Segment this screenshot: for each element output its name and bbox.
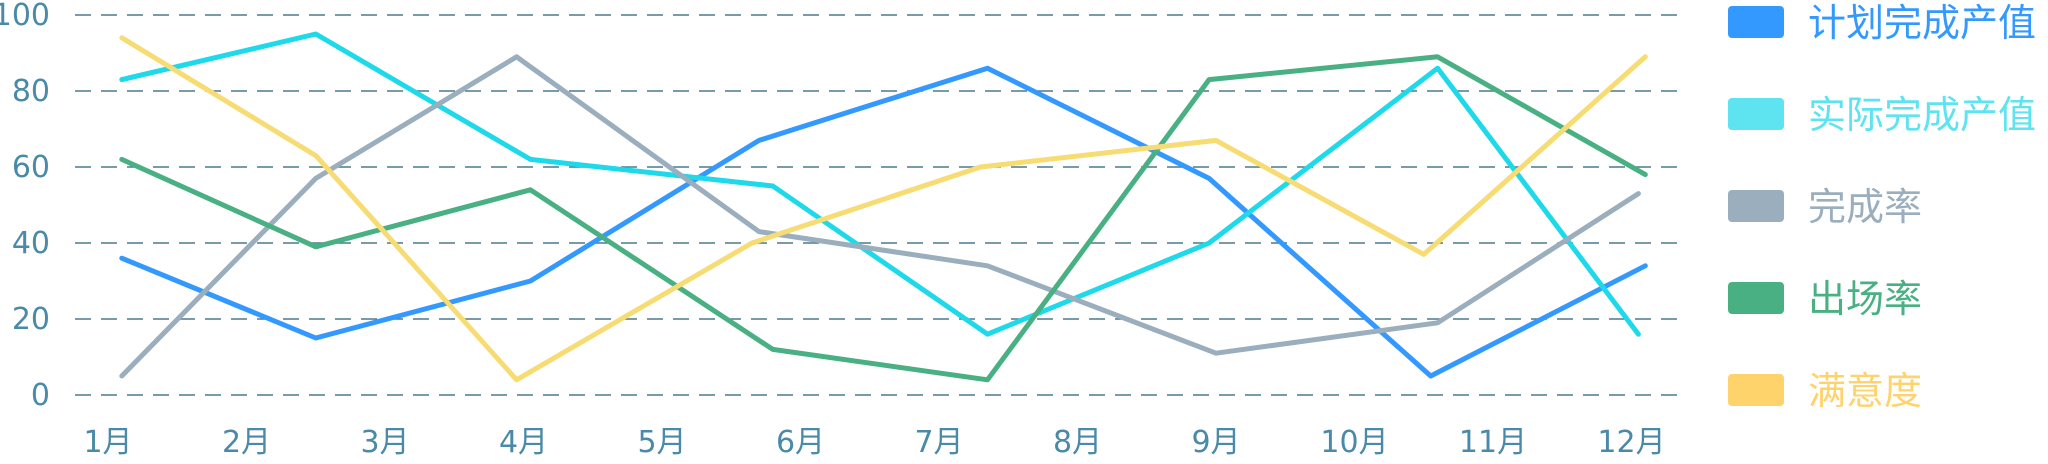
x-tick-label: 12月 [1597, 425, 1665, 460]
legend-swatch [1728, 6, 1784, 38]
series-line-1 [119, 65, 1648, 379]
legend-label: 计划完成产值 [1808, 1, 2036, 45]
series-line-2 [119, 31, 1641, 337]
legend-label: 完成率 [1808, 185, 1922, 229]
series-line-3 [119, 54, 1641, 379]
legend-swatch [1728, 190, 1784, 222]
x-axis-ticks: 1月 2月 3月 4月 5月 6月 7月 8月 9月 10月 11月 12月 [83, 425, 1665, 460]
y-tick-label: 60 [12, 150, 50, 185]
legend-item[interactable]: 实际完成产值 [1728, 93, 2036, 137]
y-tick-label: 20 [12, 302, 50, 337]
legend-label: 满意度 [1808, 369, 1922, 413]
x-tick-label: 5月 [637, 425, 686, 460]
legend-label: 出场率 [1808, 277, 1922, 321]
x-tick-label: 7月 [914, 425, 963, 460]
x-tick-label: 2月 [222, 425, 271, 460]
series-line-4 [119, 54, 1648, 383]
legend-swatch [1728, 98, 1784, 130]
legend-swatch [1728, 282, 1784, 314]
y-axis-ticks: 0 20 40 60 80 100 [0, 0, 50, 413]
y-tick-label: 80 [12, 74, 50, 109]
x-tick-label: 9月 [1191, 425, 1240, 460]
grid [75, 14, 1685, 396]
y-tick-label: 100 [0, 0, 50, 33]
series-lines [119, 31, 1648, 383]
legend-swatch [1728, 374, 1784, 406]
y-tick-label: 40 [12, 226, 50, 261]
x-tick-label: 10月 [1320, 425, 1388, 460]
series-line-5 [119, 35, 1648, 383]
x-tick-label: 3月 [360, 425, 409, 460]
legend-label: 实际完成产值 [1808, 93, 2036, 137]
x-tick-label: 4月 [499, 425, 548, 460]
legend-item[interactable]: 满意度 [1728, 369, 1922, 413]
legend-item[interactable]: 计划完成产值 [1728, 1, 2036, 45]
y-tick-label: 0 [31, 378, 50, 413]
legend-item[interactable]: 完成率 [1728, 185, 1922, 229]
x-tick-label: 6月 [776, 425, 825, 460]
x-tick-label: 8月 [1053, 425, 1102, 460]
x-tick-label: 1月 [83, 425, 132, 460]
x-tick-label: 11月 [1459, 425, 1527, 460]
legend-item[interactable]: 出场率 [1728, 277, 1922, 321]
